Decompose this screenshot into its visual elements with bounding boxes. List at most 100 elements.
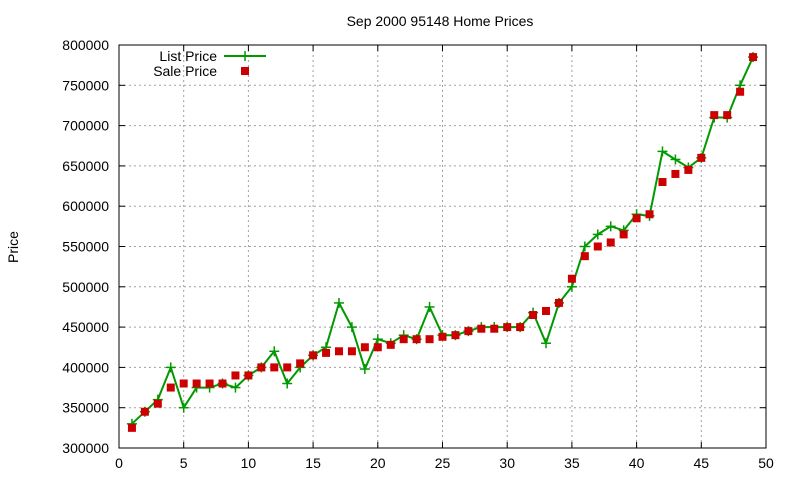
x-tick-label: 20 — [370, 455, 386, 471]
y-tick-label: 350000 — [62, 400, 109, 416]
x-tick-label: 45 — [694, 455, 710, 471]
sale-price-point — [567, 274, 576, 283]
sale-price-point — [309, 351, 318, 360]
x-tick-label: 15 — [305, 455, 321, 471]
list-price-point — [592, 229, 603, 240]
sale-price-point — [490, 324, 499, 333]
x-tick-label: 0 — [115, 455, 123, 471]
x-tick-label: 50 — [758, 455, 774, 471]
sale-price-point — [529, 311, 538, 320]
y-tick-label: 800000 — [62, 37, 109, 53]
sale-price-point — [347, 347, 356, 356]
sale-price-point — [360, 343, 369, 352]
sale-price-point — [658, 178, 667, 187]
sale-price-point — [179, 379, 188, 388]
axis-ticks: 0 5 10 15 20 25 30 35 40 45 50 300000 350000 400000 45… — [62, 37, 774, 471]
sale-price-point — [166, 383, 175, 392]
list-price-point — [566, 281, 577, 292]
y-tick-label: 750000 — [62, 77, 109, 93]
sale-price-point — [684, 165, 693, 174]
list-price-point — [670, 154, 681, 165]
x-tick-label: 30 — [499, 455, 515, 471]
sale-price-point — [257, 363, 266, 372]
sale-price-point — [425, 335, 434, 344]
y-tick-label: 450000 — [62, 319, 109, 335]
sale-price-point — [671, 169, 680, 178]
list-price-point — [605, 221, 616, 232]
sale-price-point — [697, 153, 706, 162]
sale-price-point — [153, 399, 162, 408]
sale-price-point — [632, 214, 641, 223]
sale-price-point — [283, 363, 292, 372]
sale-price-point — [231, 371, 240, 380]
sale-price-point — [399, 335, 408, 344]
sale-price-point — [516, 323, 525, 332]
sale-price-point — [205, 379, 214, 388]
list-price-point — [579, 241, 590, 252]
sale-price-point — [606, 238, 615, 247]
sale-price-point — [244, 371, 253, 380]
sale-price-point — [464, 327, 473, 336]
series — [126, 52, 759, 432]
x-tick-label: 40 — [629, 455, 645, 471]
list-price-point — [269, 346, 280, 357]
sale-price-point — [270, 363, 279, 372]
legend-marker-sale-price — [241, 67, 249, 75]
list-price-point — [424, 301, 435, 312]
sale-price-point — [645, 210, 654, 219]
list-price-point — [372, 334, 383, 345]
y-tick-label: 300000 — [62, 440, 109, 456]
legend: List Price Sale Price — [153, 48, 266, 79]
sale-price-point — [503, 323, 512, 332]
sale-price-point — [593, 242, 602, 251]
sale-price-point — [736, 87, 745, 96]
list-price-point — [178, 402, 189, 413]
y-tick-label: 600000 — [62, 198, 109, 214]
sale-price-point — [723, 111, 732, 120]
sale-price-point — [451, 331, 460, 340]
sale-price-point — [192, 379, 201, 388]
list-price-point — [333, 297, 344, 308]
list-price-point — [359, 364, 370, 375]
legend-label-sale-price: Sale Price — [153, 63, 217, 79]
sale-price-point — [554, 298, 563, 307]
x-tick-label: 10 — [241, 455, 257, 471]
sale-price-point — [322, 348, 331, 357]
sale-price-point — [140, 407, 149, 416]
sale-price-point — [580, 252, 589, 261]
sale-price-point — [218, 379, 227, 388]
sale-price-point — [619, 230, 628, 239]
list-price-point — [282, 378, 293, 389]
sale-price-point — [412, 335, 421, 344]
list-price-point — [165, 362, 176, 373]
y-tick-label: 500000 — [62, 279, 109, 295]
grid — [119, 45, 766, 448]
y-tick-label: 550000 — [62, 239, 109, 255]
y-axis-label: Price — [5, 231, 21, 263]
legend-marker-list-price — [240, 51, 250, 61]
y-tick-label: 650000 — [62, 158, 109, 174]
sale-price-point — [386, 340, 395, 349]
x-tick-label: 5 — [180, 455, 188, 471]
list-price-point — [346, 322, 357, 333]
list-price-point — [230, 382, 241, 393]
sale-price-point — [477, 324, 486, 333]
x-tick-label: 25 — [435, 455, 451, 471]
chart-title: Sep 2000 95148 Home Prices — [347, 13, 534, 29]
sale-price-point — [373, 343, 382, 352]
plot-frame — [118, 44, 767, 449]
sale-price-point — [296, 359, 305, 368]
sale-price-point — [542, 306, 551, 315]
x-tick-label: 35 — [564, 455, 580, 471]
y-tick-label: 700000 — [62, 118, 109, 134]
sale-price-point — [749, 53, 758, 62]
sale-price-point — [438, 332, 447, 341]
sale-price-point — [334, 347, 343, 356]
list-price-point — [657, 146, 668, 157]
y-tick-label: 400000 — [62, 359, 109, 375]
sale-price-point — [710, 111, 719, 120]
sale-price-point — [127, 423, 136, 432]
legend-label-list-price: List Price — [159, 48, 217, 64]
list-price-point — [541, 338, 552, 349]
